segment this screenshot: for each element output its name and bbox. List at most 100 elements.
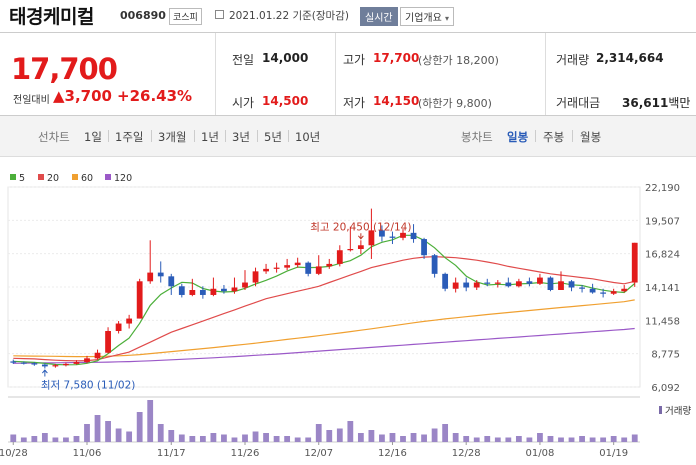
volume-bar — [452, 433, 459, 442]
x-tick-label: 12/07 — [304, 448, 333, 459]
candle-body — [389, 236, 396, 238]
candle-body — [505, 282, 512, 287]
tab-3y[interactable]: 3년 — [232, 130, 250, 144]
y-tick-label: 14,141 — [645, 283, 680, 294]
candle-body — [84, 358, 90, 363]
low-label: 저가 — [343, 96, 366, 110]
base-date: 2021.01.22 기준(장마감) — [229, 10, 349, 22]
candle-body — [115, 323, 122, 331]
price-summary: 17,700 전일대비 ▲3,700 +26.43% 전일 14,000 고가 … — [0, 32, 696, 116]
candle-body — [431, 255, 438, 274]
prev-close-value: 14,000 — [262, 51, 309, 65]
candle-body — [473, 282, 480, 288]
tab-divider — [151, 130, 152, 142]
volume-bar — [326, 430, 333, 442]
divider — [215, 33, 216, 115]
candle-body — [336, 250, 343, 264]
x-tick-label: 12/16 — [378, 448, 407, 459]
legend-label: 5 — [19, 173, 26, 184]
volume-bar — [357, 433, 364, 442]
candle-body — [558, 281, 564, 290]
market-badge: 코스피 — [169, 8, 202, 25]
tab-daily[interactable]: 일봉 — [507, 130, 529, 144]
tab-divider — [535, 130, 536, 142]
candle-body — [199, 289, 206, 295]
candlestick-chart[interactable]: 22,190 19,507 16,824 14,141 11,458 8,775 6,092… — [0, 175, 696, 465]
candle-body — [410, 232, 417, 240]
volume-bar — [199, 436, 206, 442]
realtime-button[interactable]: 실시간 — [360, 7, 398, 26]
tab-10y[interactable]: 10년 — [295, 130, 321, 144]
open-value: 14,500 — [262, 94, 309, 108]
candle-body — [252, 271, 259, 283]
line-chart-label: 선차트 — [38, 130, 70, 144]
candle-chart-label: 봉차트 — [461, 130, 493, 144]
candle-body — [442, 273, 449, 289]
volume-bar — [20, 437, 27, 442]
candle-body — [347, 248, 354, 251]
volume-legend-swatch — [659, 406, 662, 414]
tab-monthly[interactable]: 월봉 — [580, 130, 602, 144]
candle-body — [600, 292, 607, 294]
volume-bar — [178, 434, 185, 442]
candle-body — [189, 289, 196, 295]
volume-bar — [315, 424, 322, 442]
volume-bar — [136, 412, 143, 442]
y-tick-label: 6,092 — [651, 383, 680, 394]
tab-divider — [288, 130, 289, 142]
volume-bar — [473, 437, 480, 442]
company-info-dropdown[interactable]: 기업개요 ▾ — [400, 7, 455, 26]
candle-body — [589, 288, 596, 293]
y-tick-label: 16,824 — [645, 250, 680, 261]
volume-bar — [379, 434, 385, 442]
x-tick-label: 11/26 — [231, 448, 260, 459]
volume-bar — [94, 415, 101, 442]
tab-divider — [194, 130, 195, 142]
tab-3m[interactable]: 3개월 — [158, 130, 187, 144]
tab-1y[interactable]: 1년 — [201, 130, 219, 144]
y-tick-label: 8,775 — [651, 350, 680, 361]
tab-weekly[interactable]: 주봉 — [543, 130, 565, 144]
candle-body — [263, 268, 269, 272]
volume-bar — [484, 436, 491, 442]
volume-bar — [442, 424, 449, 442]
volume-bar — [52, 437, 59, 442]
candle-body — [136, 281, 143, 319]
volume-bar — [105, 421, 111, 442]
volume-bar — [568, 437, 575, 442]
candle-body — [294, 262, 301, 266]
candle-body — [621, 288, 628, 292]
chevron-down-icon: ▾ — [445, 14, 450, 23]
candle-body — [368, 230, 375, 246]
candle-body — [494, 282, 501, 284]
volume-value: 2,314,664 — [596, 51, 664, 65]
legend-ma5: 5 — [10, 173, 25, 184]
amount-value: 36,611백만 — [622, 94, 690, 111]
tab-1d[interactable]: 1일 — [84, 130, 102, 144]
volume-bar — [610, 436, 617, 442]
candle-body — [41, 364, 48, 367]
tab-5y[interactable]: 5년 — [264, 130, 282, 144]
tab-divider — [572, 130, 573, 142]
volume-bar — [431, 428, 438, 442]
tab-1w[interactable]: 1주일 — [115, 130, 144, 144]
volume-bar — [400, 436, 406, 442]
candle-body — [168, 276, 175, 287]
legend-ma60: 60 — [72, 173, 93, 184]
candle-body — [157, 272, 164, 277]
low-value: 14,150 — [373, 94, 420, 108]
volume-bar — [336, 428, 343, 442]
volume-bar — [305, 437, 312, 442]
candle-body — [526, 281, 533, 284]
high-label: 고가 — [343, 53, 366, 67]
volume-bar — [84, 424, 90, 442]
x-tick-label: 10/28 — [0, 448, 28, 459]
volume-bar — [389, 433, 396, 442]
candle-body — [73, 362, 80, 364]
candle-body — [568, 281, 575, 288]
volume-bar — [621, 437, 628, 442]
candle-body — [63, 363, 69, 366]
candle-body — [273, 267, 280, 269]
candle-body — [126, 318, 133, 324]
candle-body — [631, 242, 638, 283]
